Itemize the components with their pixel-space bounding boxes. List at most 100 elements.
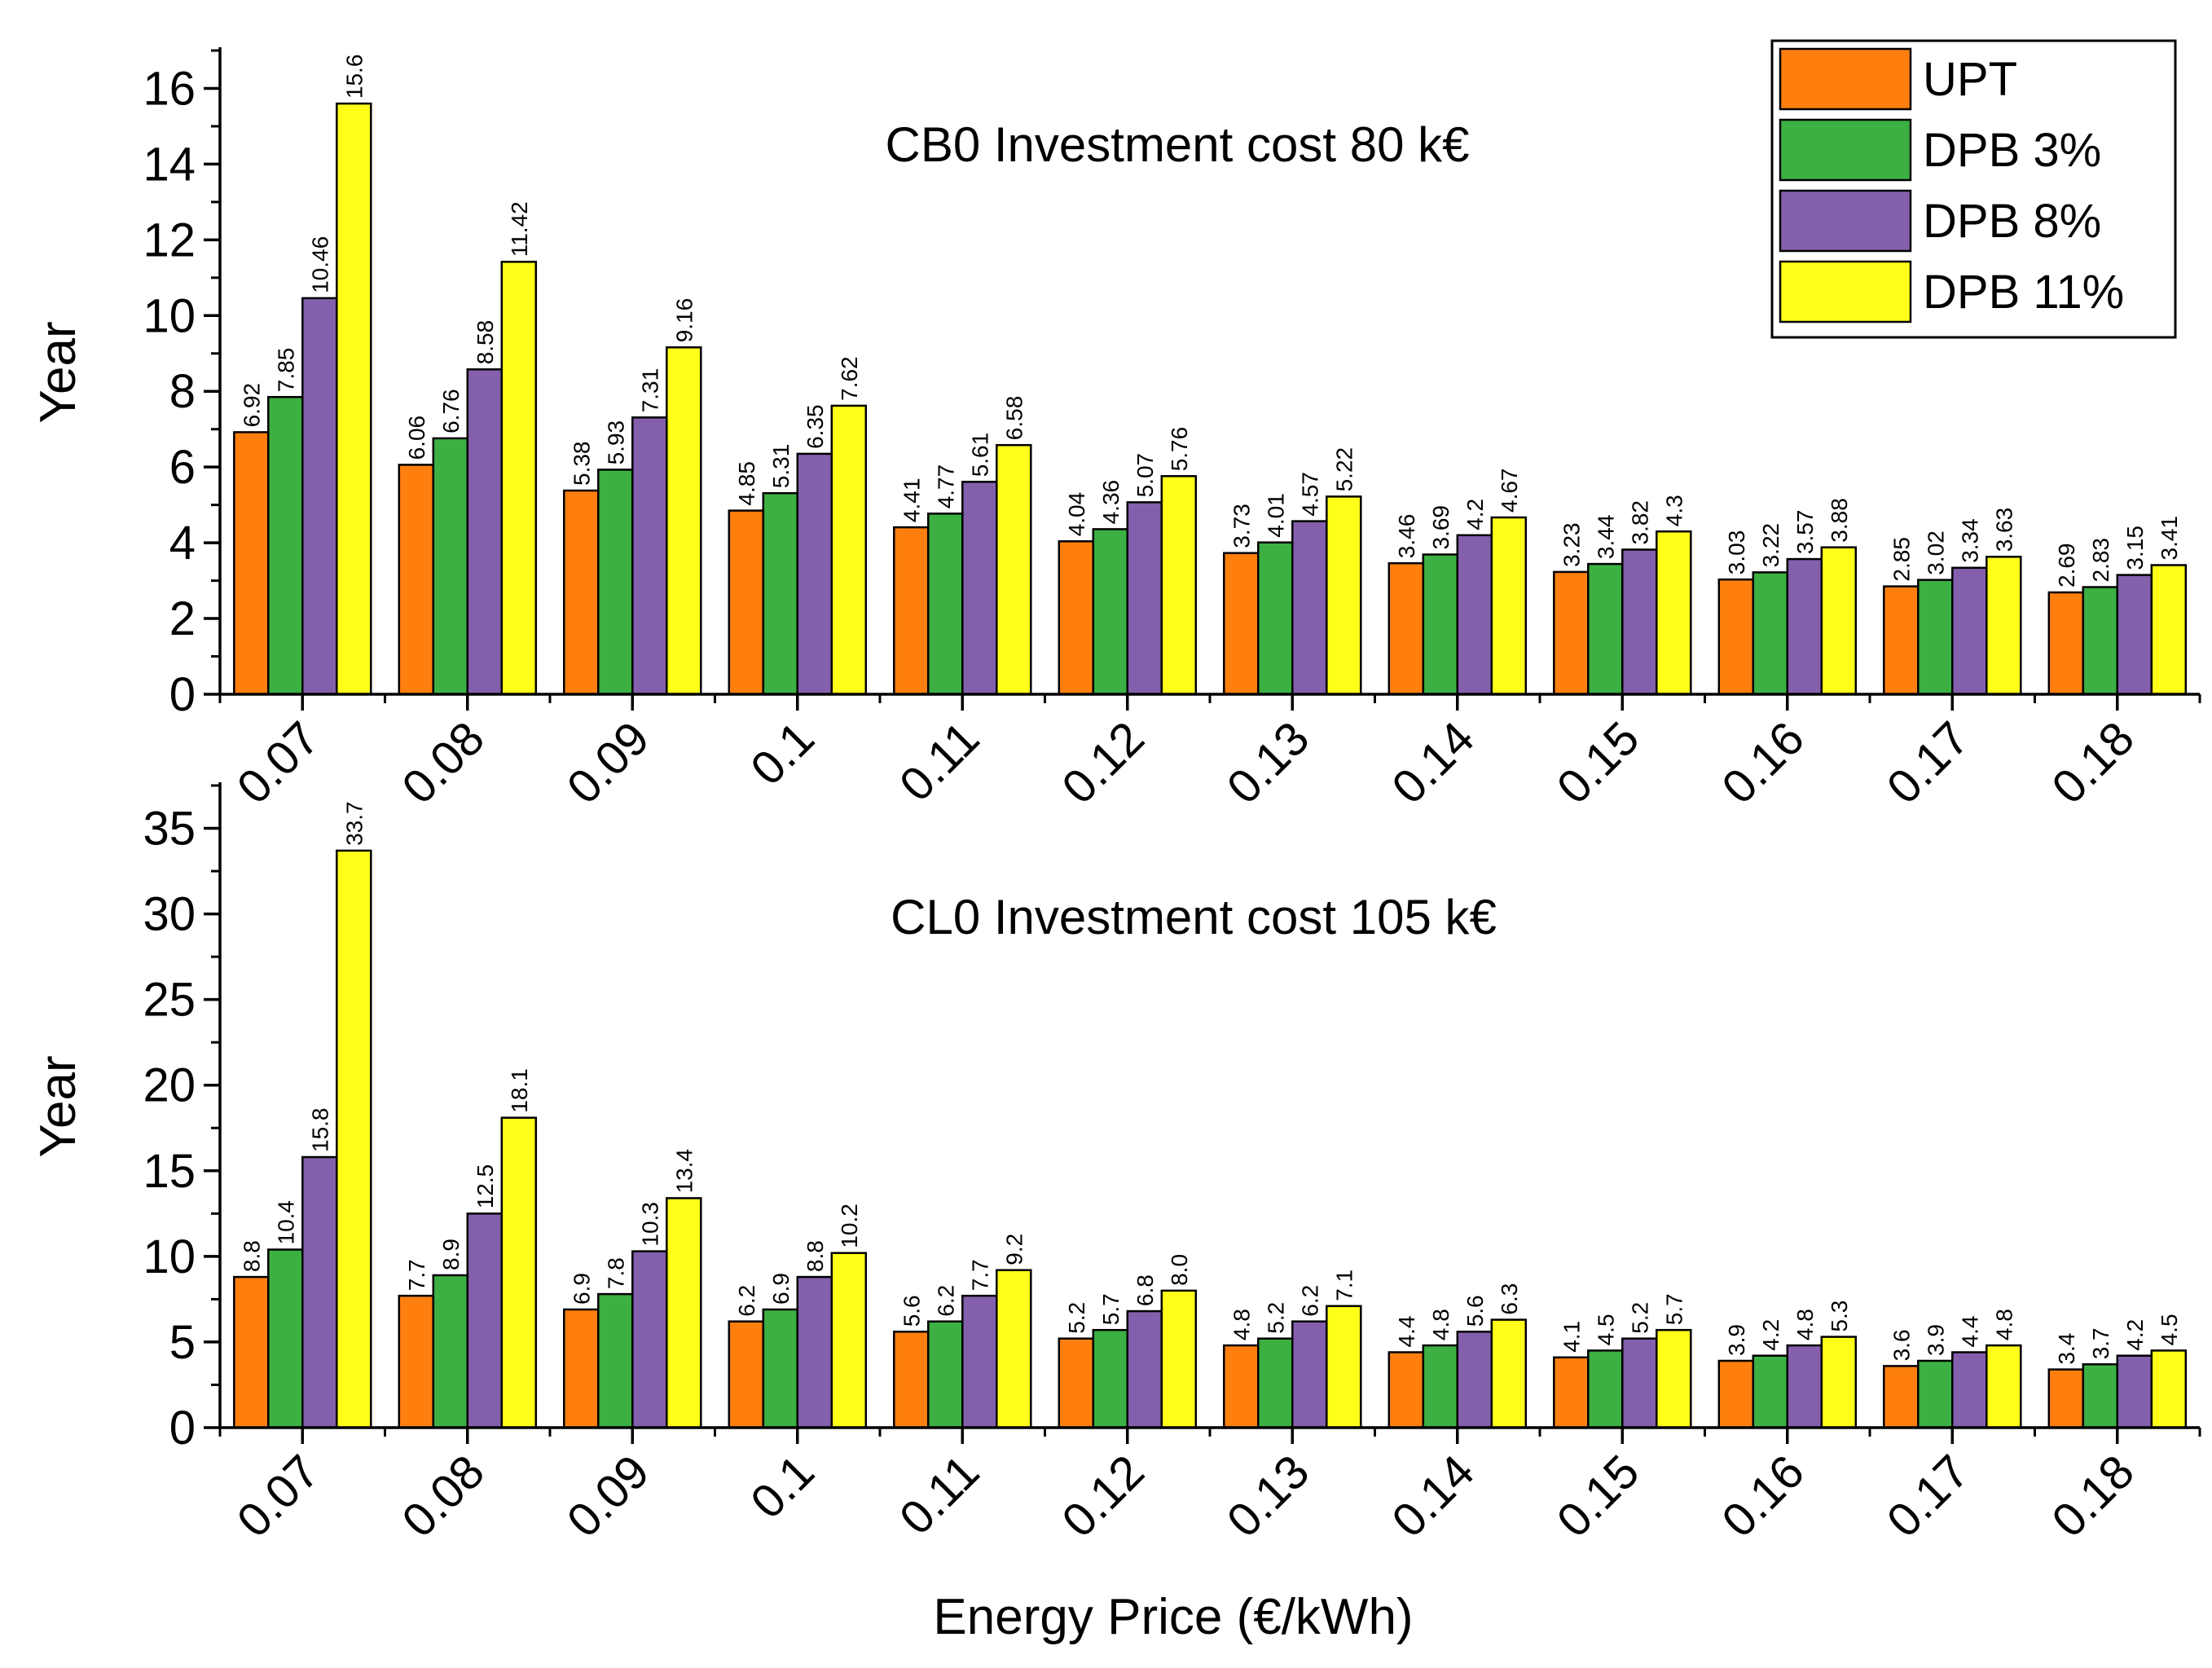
bar-dpb-11-0-18 bbox=[2150, 1349, 2188, 1429]
bar-dpb-8-0-14 bbox=[1456, 1331, 1493, 1429]
data-label-dpb-11-0-08: 11.42 bbox=[507, 201, 532, 257]
x-tick-label-0-08: 0.08 bbox=[392, 1445, 495, 1547]
y-tick-label-35: 35 bbox=[143, 803, 196, 856]
bar-dpb-11-0-08 bbox=[500, 261, 538, 696]
data-label-dpb-3-0-17: 3.9 bbox=[1923, 1324, 1948, 1356]
legend-swatch-upt bbox=[1779, 47, 1912, 111]
bar-upt-0-18 bbox=[2047, 591, 2085, 696]
bar-dpb-11-0-17 bbox=[1986, 1344, 2022, 1429]
bar-dpb-8-0-14 bbox=[1456, 534, 1493, 696]
y-tick-label-8: 8 bbox=[169, 365, 196, 418]
x-tick-label-0-17: 0.17 bbox=[1877, 1445, 1980, 1547]
bar-dpb-8-0-17 bbox=[1951, 1351, 1988, 1429]
bar-upt-0-13 bbox=[1223, 552, 1260, 696]
data-label-upt-0-12: 4.04 bbox=[1064, 492, 1089, 537]
data-label-dpb-11-0-12: 5.76 bbox=[1167, 427, 1192, 472]
data-label-dpb-11-0-17: 3.63 bbox=[1991, 508, 2016, 552]
x-tick-label-0-17: 0.17 bbox=[1877, 711, 1980, 814]
data-label-upt-0-17: 3.6 bbox=[1889, 1329, 1914, 1361]
data-label-dpb-8-0-17: 4.4 bbox=[1957, 1316, 1982, 1348]
data-label-upt-0-15: 3.23 bbox=[1559, 522, 1584, 567]
bar-dpb-11-0-12 bbox=[1160, 1289, 1198, 1429]
x-tick-label-0-1: 0.1 bbox=[741, 1445, 825, 1529]
data-label-dpb-3-0-08: 6.76 bbox=[438, 389, 464, 434]
data-label-dpb-8-0-1: 8.8 bbox=[803, 1240, 828, 1272]
bar-dpb-3-0-08 bbox=[432, 437, 469, 696]
y-tick-label-14: 14 bbox=[143, 138, 196, 191]
bar-dpb-11-0-16 bbox=[1820, 546, 1858, 696]
bar-dpb-8-0-12 bbox=[1126, 1309, 1163, 1429]
data-label-dpb-3-0-14: 4.8 bbox=[1428, 1309, 1453, 1340]
bar-upt-0-1 bbox=[728, 1320, 765, 1429]
bar-dpb-3-0-09 bbox=[597, 1292, 634, 1429]
data-label-dpb-11-0-1: 7.62 bbox=[837, 356, 862, 401]
x-tick-label-0-09: 0.09 bbox=[557, 1445, 660, 1547]
legend-label-dpb-8: DPB 8% bbox=[1923, 195, 2101, 248]
y-tick-label-10: 10 bbox=[143, 1230, 196, 1283]
bar-dpb-3-0-1 bbox=[762, 491, 799, 696]
bar-dpb-3-0-15 bbox=[1587, 562, 1624, 696]
bar-upt-0-14 bbox=[1387, 561, 1425, 696]
bar-dpb-8-0-1 bbox=[796, 452, 833, 696]
x-tick-label-0-16: 0.16 bbox=[1712, 711, 1814, 814]
x-tick-label-0-11: 0.11 bbox=[890, 711, 990, 812]
data-label-upt-0-07: 8.8 bbox=[239, 1240, 264, 1272]
bar-upt-0-12 bbox=[1058, 1337, 1095, 1429]
data-label-upt-0-16: 3.03 bbox=[1724, 530, 1749, 575]
x-tick-label-0-12: 0.12 bbox=[1052, 1445, 1154, 1547]
x-tick-label-0-18: 0.18 bbox=[2042, 711, 2144, 814]
data-label-dpb-11-0-18: 3.41 bbox=[2157, 516, 2182, 561]
data-label-upt-0-09: 6.9 bbox=[569, 1273, 594, 1305]
data-label-upt-0-1: 6.2 bbox=[734, 1285, 759, 1317]
data-label-upt-0-08: 7.7 bbox=[404, 1259, 429, 1291]
data-label-dpb-11-0-14: 4.67 bbox=[1497, 469, 1522, 513]
bar-upt-0-13 bbox=[1223, 1344, 1260, 1429]
x-tick-label-0-11: 0.11 bbox=[890, 1445, 990, 1545]
data-label-dpb-8-0-1: 6.35 bbox=[803, 404, 828, 449]
bar-dpb-3-0-18 bbox=[2082, 1363, 2119, 1429]
chart-legend: UPT DPB 3% DPB 8% DPB 11% bbox=[1770, 39, 2177, 339]
bar-dpb-11-0-11 bbox=[996, 1269, 1032, 1429]
data-label-dpb-8-0-11: 5.61 bbox=[967, 433, 992, 478]
bar-dpb-11-0-07 bbox=[336, 849, 372, 1429]
data-label-upt-0-14: 3.46 bbox=[1394, 514, 1419, 559]
data-label-dpb-8-0-15: 5.2 bbox=[1627, 1302, 1652, 1334]
bar-dpb-11-0-15 bbox=[1656, 530, 1692, 696]
bar-dpb-3-0-13 bbox=[1257, 1337, 1294, 1429]
bar-dpb-8-0-09 bbox=[631, 416, 668, 696]
bar-dpb-3-0-12 bbox=[1092, 1328, 1129, 1429]
y-tick-label-25: 25 bbox=[143, 974, 196, 1027]
bar-dpb-11-0-09 bbox=[666, 346, 702, 696]
bar-upt-0-16 bbox=[1717, 1359, 1755, 1429]
bar-dpb-3-0-13 bbox=[1257, 541, 1294, 696]
data-label-upt-0-07: 6.92 bbox=[239, 383, 264, 428]
bar-dpb-8-0-13 bbox=[1291, 520, 1328, 696]
data-label-dpb-11-0-08: 18.1 bbox=[507, 1068, 532, 1113]
bar-dpb-11-0-17 bbox=[1986, 556, 2022, 696]
x-tick-label-0-15: 0.15 bbox=[1547, 711, 1650, 814]
bar-dpb-8-0-12 bbox=[1126, 501, 1163, 696]
bar-upt-0-14 bbox=[1387, 1351, 1425, 1429]
data-label-dpb-11-0-16: 5.3 bbox=[1827, 1301, 1852, 1332]
bar-dpb-8-0-07 bbox=[301, 1155, 338, 1429]
legend-label-dpb-11: DPB 11% bbox=[1923, 266, 2124, 319]
data-label-dpb-3-0-18: 3.7 bbox=[2088, 1327, 2113, 1359]
data-label-dpb-8-0-14: 4.2 bbox=[1462, 499, 1488, 530]
data-label-dpb-11-0-15: 5.7 bbox=[1661, 1293, 1686, 1325]
data-label-upt-0-18: 3.4 bbox=[2054, 1333, 2079, 1365]
data-label-dpb-11-0-12: 8.0 bbox=[1167, 1254, 1192, 1286]
data-label-dpb-8-0-09: 10.3 bbox=[637, 1202, 662, 1247]
bar-upt-0-12 bbox=[1058, 540, 1095, 696]
x-tick-label-0-13: 0.13 bbox=[1217, 711, 1320, 814]
x-tick-label-0-12: 0.12 bbox=[1052, 711, 1154, 814]
data-label-dpb-8-0-07: 15.8 bbox=[307, 1108, 332, 1153]
y-tick-label-30: 30 bbox=[143, 888, 196, 941]
bar-upt-0-09 bbox=[563, 489, 600, 696]
bar-dpb-8-0-16 bbox=[1786, 557, 1823, 696]
x-tick-label-0-18: 0.18 bbox=[2042, 1445, 2144, 1547]
bar-upt-0-08 bbox=[398, 464, 435, 696]
data-label-dpb-11-0-15: 4.3 bbox=[1661, 495, 1686, 526]
x-tick-label-0-14: 0.14 bbox=[1382, 711, 1484, 814]
data-label-upt-0-08: 6.06 bbox=[404, 416, 429, 460]
